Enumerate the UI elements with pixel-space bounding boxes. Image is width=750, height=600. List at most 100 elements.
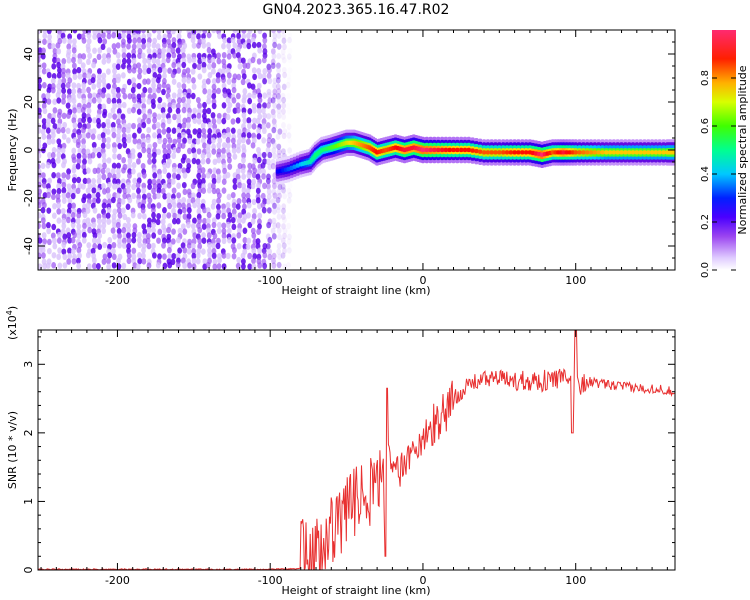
noise-cell [127,67,132,74]
noise-cell [211,187,217,195]
noise-cell [247,92,252,99]
noise-cell [221,102,227,109]
noise-cell [186,248,192,255]
noise-cell [265,122,271,129]
noise-cell [181,61,187,69]
noise-cell [141,121,147,129]
noise-cell [210,137,216,144]
noise-cell [122,141,128,149]
noise-cell [66,88,72,95]
noise-cell [206,107,212,115]
noise-cell [77,57,83,65]
noise-cell [71,258,77,265]
noise-cell [270,108,276,116]
noise-cell [45,122,51,129]
noise-cell [50,193,56,201]
noise-cell [46,183,51,190]
noise-cell [147,183,153,190]
noise-cell [40,247,46,254]
noise-cell [85,132,91,139]
noise-cell [271,178,277,185]
noise-cell [192,138,197,145]
noise-cell [231,77,237,84]
noise-cell [90,76,96,84]
noise-cell [82,211,88,219]
noise-cell [76,152,82,160]
noise-cell [111,248,116,255]
noise-cell [262,32,267,39]
noise-cell [241,73,247,80]
colorbar-label: Normalized spectral amplitude [736,65,749,234]
noise-cell [232,153,238,160]
noise-cell [221,227,227,235]
noise-cell [38,163,41,170]
noise-cell [206,232,212,239]
noise-cell [122,192,128,200]
noise-cell [211,242,217,250]
noise-cell [282,43,287,51]
ridge-cell [623,150,628,155]
noise-cell [276,107,282,114]
ridge-cell [520,150,525,155]
noise-cell [272,202,277,210]
noise-cell [226,152,232,159]
noise-cell [86,72,92,79]
noise-cell [41,47,46,54]
noise-cell [250,36,256,44]
noise-cell [81,37,87,44]
ridge-cell [653,150,658,155]
noise-cell [267,77,273,85]
noise-cell [92,243,98,250]
noise-cell [257,151,262,159]
noise-cell [110,107,116,114]
noise-cell [221,212,227,220]
noise-cell [196,148,202,155]
noise-cell [71,177,77,184]
noise-cell [61,187,67,194]
noise-cell [66,258,72,265]
noise-cell [221,147,226,155]
noise-cell [227,156,232,164]
noise-cell [117,102,122,110]
noise-cell [281,203,287,210]
noise-cell [81,97,87,105]
noise-cell [257,247,263,254]
noise-cell [46,247,52,255]
noise-cell [196,132,202,139]
noise-cell [160,122,166,129]
noise-cell [166,87,171,94]
noise-cell [225,113,231,121]
noise-cell [38,142,42,150]
noise-cell [262,68,268,75]
noise-cell [211,248,217,255]
noise-cell [257,72,263,80]
noise-cell [156,202,162,209]
noise-cell [38,47,43,54]
noise-cell [156,52,162,59]
y-tick-label: 3 [22,361,35,368]
noise-cell [237,181,243,189]
noise-cell [116,257,121,265]
noise-cell [266,72,272,79]
noise-cell [61,222,67,230]
noise-cell [176,192,182,199]
y-tick-label: -20 [22,189,35,207]
noise-cell [241,208,247,215]
noise-cell [66,57,72,64]
spectrogram-y-ticks: -40 -20 0 20 40 [22,29,675,271]
noise-cell [186,92,192,100]
noise-cell [120,72,126,79]
noise-cell [276,203,281,211]
noise-cell [216,151,222,159]
noise-cell [151,57,157,64]
noise-cell [56,202,62,209]
noise-cell [141,43,147,50]
noise-cell [80,62,86,69]
noise-cell [71,117,77,124]
noise-cell [266,141,272,149]
noise-cell [126,107,132,115]
noise-cell [217,137,223,144]
noise-cell [142,86,148,94]
noise-cell [126,227,132,234]
noise-cell [146,147,152,154]
